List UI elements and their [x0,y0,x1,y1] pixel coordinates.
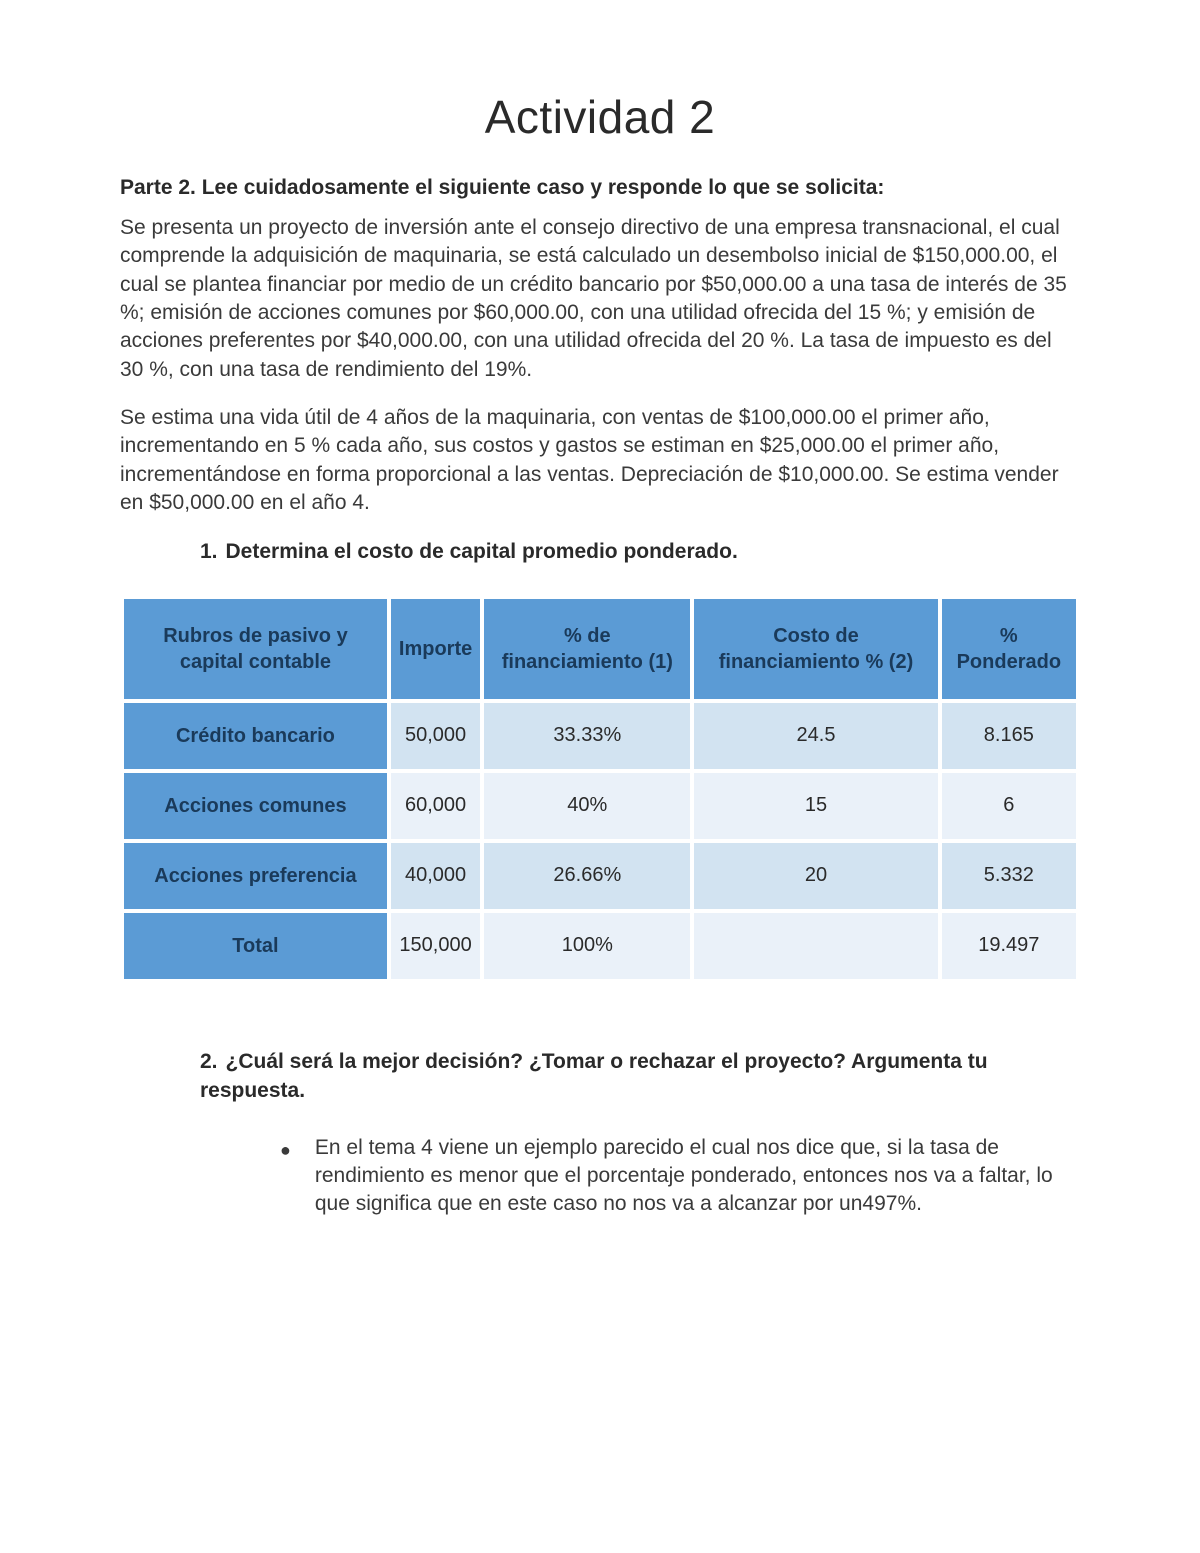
question-1: 1. Determina el costo de capital promedio… [200,537,1080,566]
table-column-header: % de financiamiento (1) [484,599,690,699]
table-row: Acciones comunes60,00040%156 [124,773,1076,839]
page-title: Actividad 2 [120,90,1080,144]
wacc-table: Rubros de pasivo y capital contableImpor… [120,595,1080,983]
question-2: 2.¿Cuál será la mejor decisión? ¿Tomar o… [200,1047,1080,1106]
table-cell: 24.5 [694,703,937,769]
paragraph-1: Se presenta un proyecto de inversión ant… [120,214,1080,384]
question-2-text: ¿Cuál será la mejor decisión? ¿Tomar o r… [200,1050,988,1102]
answer-text: En el tema 4 viene un ejemplo parecido e… [315,1134,1080,1219]
table-cell: 40,000 [391,843,480,909]
paragraph-2: Se estima una vida útil de 4 años de la … [120,404,1080,517]
table-cell: 26.66% [484,843,690,909]
question-1-text: Determina el costo de capital promedio p… [226,540,738,563]
table-row-label: Crédito bancario [124,703,387,769]
table-row-label: Acciones preferencia [124,843,387,909]
question-1-container: 1. Determina el costo de capital promedio… [200,537,1080,566]
answer-bullet-container: ● En el tema 4 viene un ejemplo parecido… [280,1134,1080,1219]
table-row: Total150,000100% 19.497 [124,913,1076,979]
table-column-header: % Ponderado [942,599,1076,699]
question-2-number: 2. [200,1047,218,1076]
table-cell [694,913,937,979]
question-2-container: 2.¿Cuál será la mejor decisión? ¿Tomar o… [200,1047,1080,1106]
table-column-header: Costo de financiamiento % (2) [694,599,937,699]
table-cell: 20 [694,843,937,909]
table-cell: 19.497 [942,913,1076,979]
bullet-icon: ● [280,1138,291,1162]
table-cell: 33.33% [484,703,690,769]
answer-bullet: ● En el tema 4 viene un ejemplo parecido… [280,1134,1080,1219]
table-cell: 50,000 [391,703,480,769]
table-column-header: Importe [391,599,480,699]
question-1-number: 1. [200,537,218,566]
table-cell: 5.332 [942,843,1076,909]
table-cell: 6 [942,773,1076,839]
table-row-label: Acciones comunes [124,773,387,839]
table-header-row: Rubros de pasivo y capital contableImpor… [124,599,1076,699]
table-cell: 8.165 [942,703,1076,769]
table-cell: 60,000 [391,773,480,839]
subtitle: Parte 2. Lee cuidadosamente el siguiente… [120,176,1080,200]
table-cell: 40% [484,773,690,839]
table-cell: 100% [484,913,690,979]
table-row: Crédito bancario50,00033.33%24.58.165 [124,703,1076,769]
table-row: Acciones preferencia40,00026.66%205.332 [124,843,1076,909]
table-cell: 15 [694,773,937,839]
table-row-label: Total [124,913,387,979]
table-column-header: Rubros de pasivo y capital contable [124,599,387,699]
table-cell: 150,000 [391,913,480,979]
